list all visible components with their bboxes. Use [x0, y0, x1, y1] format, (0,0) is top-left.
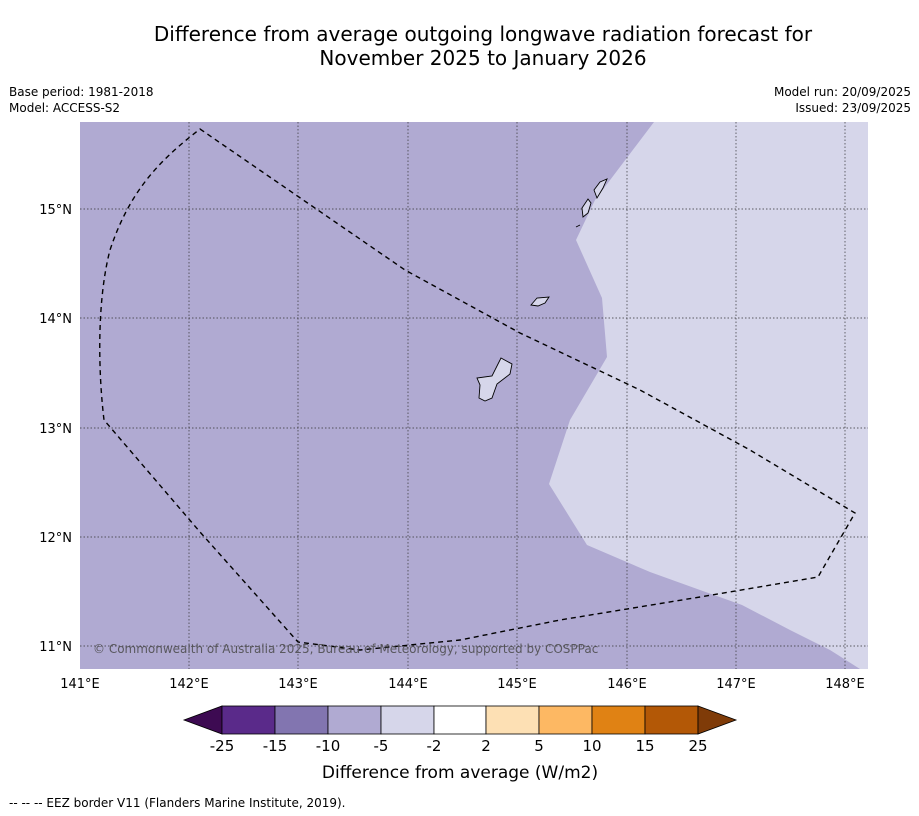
colorbar-tick-5: -2	[427, 737, 442, 755]
lon-label-146e: 146°E	[607, 677, 647, 692]
colorbar	[182, 705, 738, 735]
issued-date: Issued: 23/09/2025	[795, 101, 911, 115]
islands	[476, 178, 608, 402]
lon-label-145e: 145°E	[497, 677, 537, 692]
rota-island	[530, 296, 550, 307]
lon-label-141e: 141°E	[60, 677, 100, 692]
lon-label-142e: 142°E	[169, 677, 209, 692]
colorbar-bin-4	[380, 705, 435, 735]
colorbar-bin-3	[327, 705, 382, 735]
colorbar-tick-8: 10	[582, 737, 601, 755]
longitude-labels: 141°E 142°E 143°E 144°E 145°E 146°E 147°…	[60, 677, 865, 692]
lon-label-144e: 144°E	[388, 677, 428, 692]
colorbar-bin-5	[433, 705, 487, 735]
lat-label-14n: 14°N	[39, 312, 72, 327]
lon-label-147e: 147°E	[716, 677, 756, 692]
map-title: Difference from average outgoing longwav…	[0, 22, 919, 70]
lon-label-148e: 148°E	[825, 677, 865, 692]
colorbar-bin-6	[485, 705, 540, 735]
title-line-1: Difference from average outgoing longwav…	[153, 22, 813, 46]
lat-label-15n: 15°N	[39, 203, 72, 218]
saipan-island	[593, 178, 608, 200]
eez-footnote: -- -- -- EEZ border V11 (Flanders Marine…	[9, 796, 346, 810]
colorbar-tick-1: -25	[210, 737, 235, 755]
colorbar-tick-3: -10	[316, 737, 341, 755]
meta-left: Base period: 1981-2018 Model: ACCESS-S2	[9, 84, 154, 116]
colorbar-tick-7: 5	[534, 737, 544, 755]
model-name: Model: ACCESS-S2	[9, 101, 121, 115]
colorbar-tick-9: 15	[635, 737, 654, 755]
colorbar-tick-4: -5	[374, 737, 389, 755]
guam-island	[476, 357, 513, 402]
map-panel: © Commonwealth of Australia 2025, Bureau…	[80, 122, 868, 669]
map-copyright: © Commonwealth of Australia 2025, Bureau…	[93, 642, 598, 656]
tinian-island	[581, 198, 592, 218]
latitude-labels: 15°N 14°N 13°N 12°N 11°N	[39, 203, 72, 655]
colorbar-extend-high	[697, 705, 738, 735]
title-line-2: November 2025 to January 2026	[319, 46, 647, 70]
lon-label-143e: 143°E	[278, 677, 318, 692]
colorbar-extend-low	[182, 705, 223, 735]
colorbar-label: Difference from average (W/m2)	[322, 763, 598, 783]
lat-label-12n: 12°N	[39, 531, 72, 546]
anomaly-band-minus5-minus2	[549, 122, 868, 669]
colorbar-bin-9	[644, 705, 699, 735]
colorbar-bin-8	[591, 705, 646, 735]
colorbar-tick-6: 2	[481, 737, 491, 755]
colorbar-bin-7	[538, 705, 593, 735]
aguijan-island	[575, 224, 581, 228]
map-gridlines	[80, 122, 868, 669]
model-run: Model run: 20/09/2025	[773, 85, 911, 99]
base-period: Base period: 1981-2018	[9, 85, 154, 99]
lat-label-11n: 11°N	[39, 640, 72, 655]
colorbar-bin-2	[274, 705, 329, 735]
colorbar-ticks: -25 -15 -10 -5 -2 2 5 10 15 25	[210, 737, 708, 755]
meta-right: Model run: 20/09/2025 Issued: 23/09/2025	[774, 84, 911, 116]
colorbar-tick-10: 25	[688, 737, 707, 755]
colorbar-tick-2: -15	[263, 737, 288, 755]
lat-label-13n: 13°N	[39, 422, 72, 437]
colorbar-bin-1	[221, 705, 276, 735]
eez-border	[99, 128, 856, 651]
